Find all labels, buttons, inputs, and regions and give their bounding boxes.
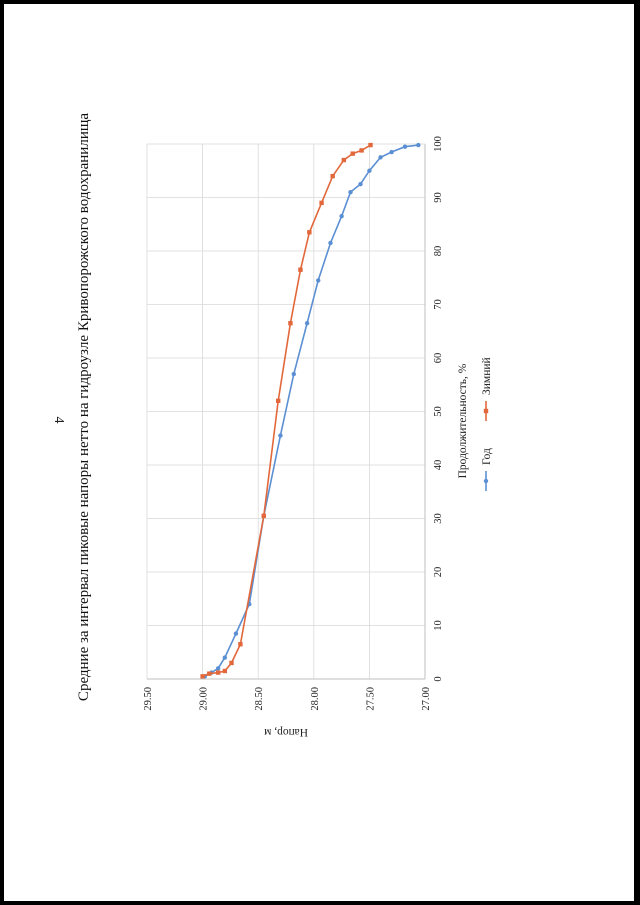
chart-title: Средние за интервал пиковые напоры нетто… — [76, 113, 92, 701]
data-point — [316, 278, 321, 283]
data-point — [341, 157, 347, 163]
x-tick-label: 0 — [433, 676, 444, 681]
x-tick-label: 20 — [433, 567, 444, 578]
y-tick-label: 27.50 — [365, 687, 376, 711]
legend-label: Год — [481, 448, 493, 465]
data-point — [378, 155, 383, 160]
data-point — [330, 173, 335, 179]
data-point — [328, 240, 333, 246]
data-point — [222, 655, 228, 660]
x-tick-label: 80 — [433, 246, 444, 257]
legend-label: Зимний — [481, 357, 493, 395]
data-point — [222, 668, 228, 674]
legend: Год Зимний — [481, 357, 493, 491]
x-tick-label: 90 — [433, 192, 444, 203]
data-point — [319, 200, 324, 206]
chart: 0 10 20 30 40 50 60 70 80 90 100 29.50 29.00 28.50 28.… — [76, 113, 493, 738]
data-point — [276, 398, 281, 403]
data-point — [291, 371, 296, 377]
data-point — [339, 214, 344, 219]
data-point — [348, 189, 353, 195]
data-point — [402, 144, 408, 149]
legend-item: Зимний — [481, 357, 493, 421]
data-point — [389, 149, 394, 155]
y-tick-label: 28.50 — [254, 687, 265, 711]
data-point — [261, 513, 266, 519]
x-tick-label: 70 — [433, 299, 444, 310]
data-point — [200, 674, 205, 679]
x-tick-label: 50 — [433, 406, 444, 417]
series-zimniy — [200, 142, 373, 679]
data-point — [307, 230, 312, 235]
tick-labels: 0 10 20 30 40 50 60 70 80 90 100 29.50 29.00 28.50 28.… — [143, 136, 444, 711]
series-layer — [200, 142, 421, 679]
x-tick-label: 30 — [433, 513, 444, 524]
data-point — [304, 321, 310, 326]
grid — [146, 143, 425, 679]
legend-marker — [483, 478, 489, 484]
x-tick-label: 60 — [433, 353, 444, 364]
y-axis-label: Напор, м — [263, 726, 308, 738]
y-tick-label: 27.00 — [421, 687, 432, 711]
data-point — [215, 670, 221, 675]
data-point — [350, 151, 355, 156]
data-point — [298, 267, 303, 272]
data-point — [215, 666, 221, 671]
data-point — [238, 642, 243, 647]
data-point — [359, 148, 364, 153]
series-god — [202, 142, 421, 679]
y-tick-label: 28.00 — [310, 687, 321, 711]
x-tick-label: 10 — [433, 620, 444, 631]
data-point — [358, 181, 363, 187]
data-point — [288, 321, 293, 326]
data-point — [229, 660, 234, 666]
legend-item: Год — [481, 448, 493, 491]
legend-marker — [483, 408, 489, 414]
data-point — [367, 168, 372, 173]
data-point — [416, 142, 421, 148]
data-point — [368, 142, 373, 148]
data-point — [278, 433, 283, 438]
data-point — [233, 631, 239, 636]
axes — [147, 144, 426, 680]
y-tick-label: 29.00 — [199, 687, 210, 711]
series-line — [204, 144, 419, 678]
page-sheet: 4 0 10 20 30 40 50 60 70 80 90 100 29.50 29.00 28.50 2… — [4, 4, 634, 901]
x-tick-label: 40 — [433, 460, 444, 471]
x-axis-label: Продолжительность, % — [457, 363, 469, 478]
y-tick-label: 29.50 — [143, 687, 154, 711]
x-tick-label: 100 — [433, 136, 444, 152]
data-point — [207, 671, 212, 676]
